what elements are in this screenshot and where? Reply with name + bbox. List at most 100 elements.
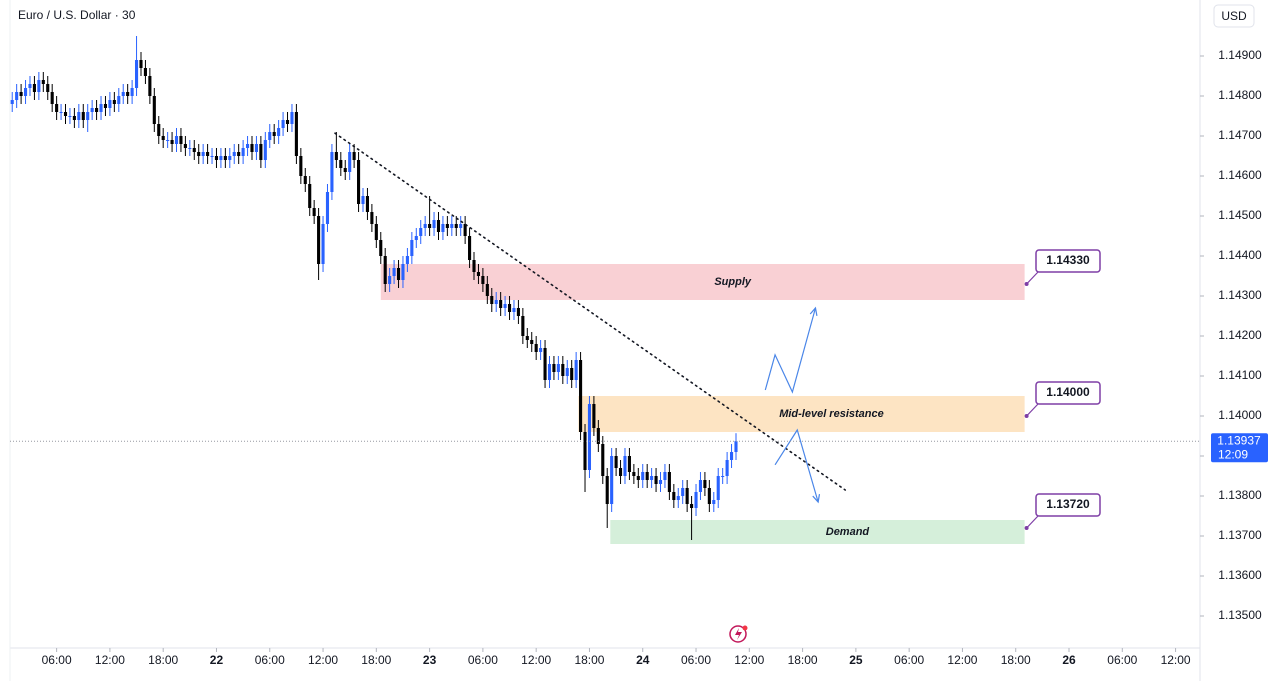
candle-body: [703, 480, 707, 488]
candle-body: [570, 368, 574, 380]
candle-body: [55, 104, 59, 112]
zones: Supply Mid-level resistance Demand: [380, 264, 1025, 544]
candle-body: [445, 224, 449, 228]
candle-body: [645, 472, 649, 480]
candle-body: [188, 148, 192, 149]
candle-body: [618, 468, 623, 476]
candle-body: [130, 88, 134, 96]
candle-body: [192, 148, 196, 152]
candle-body: [379, 240, 383, 256]
y-tick-label: 1.14900: [1218, 48, 1262, 62]
candle-body: [441, 224, 445, 232]
candle-body: [277, 128, 281, 136]
level-label: 1.14330: [1046, 253, 1090, 267]
candle-body: [214, 156, 219, 160]
candle-body: [46, 84, 50, 92]
candle-body: [587, 404, 592, 470]
candle-body: [86, 112, 90, 120]
y-tick-label: 1.14300: [1218, 288, 1262, 302]
x-tick-label: 06:00: [255, 653, 285, 667]
candle-body: [166, 140, 170, 141]
candle-body: [15, 92, 19, 100]
y-tick-label: 1.14000: [1218, 408, 1262, 422]
x-tick-label: 24: [636, 653, 650, 667]
candle-body: [468, 236, 472, 260]
icon-bolt: [735, 628, 742, 640]
level-box: [1035, 493, 1101, 517]
candle-body: [339, 160, 343, 168]
x-tick-label: 25: [849, 653, 863, 667]
candle-body: [436, 220, 441, 232]
x-tick-label: 18:00: [788, 653, 818, 667]
candle-body: [507, 304, 512, 312]
candle-body: [285, 120, 290, 124]
candle-body: [228, 156, 232, 160]
candle-body: [681, 488, 685, 496]
candle-body: [299, 156, 303, 176]
candle-body: [534, 344, 538, 352]
candle-body: [490, 296, 494, 304]
candle-body: [494, 300, 498, 304]
x-tick-label: 12:00: [734, 653, 764, 667]
x-tick-label: 06:00: [42, 653, 72, 667]
candle-body: [388, 276, 392, 284]
candle-body: [263, 140, 267, 160]
currency-button[interactable]: [1213, 4, 1255, 28]
candle-body: [530, 340, 534, 344]
y-tick-label: 1.14700: [1218, 128, 1262, 142]
candle-body: [672, 492, 676, 500]
candle-body: [428, 224, 432, 228]
candle-body: [663, 472, 667, 480]
x-tick-label: 06:00: [681, 653, 711, 667]
level-label: 1.14000: [1046, 385, 1090, 399]
projection-arrow: [774, 428, 819, 503]
candle-body: [419, 228, 423, 236]
candle-body: [10, 100, 14, 104]
candle-body: [272, 132, 276, 136]
candle-body: [694, 492, 698, 508]
candle-body: [690, 504, 694, 508]
candle-body: [246, 144, 250, 148]
candle-body: [81, 112, 85, 120]
candle-body: [365, 196, 369, 212]
candle-body: [450, 224, 454, 228]
candle-body: [334, 152, 338, 160]
countdown: 12:09: [1218, 447, 1248, 461]
x-tick-label: 18:00: [574, 653, 604, 667]
candle-body: [503, 304, 507, 308]
candle-body: [601, 444, 605, 476]
y-tick-label: 1.14200: [1218, 328, 1262, 342]
x-tick-label: 12:00: [95, 653, 125, 667]
candle-body: [50, 92, 54, 104]
alert-icon[interactable]: [729, 625, 748, 643]
level-connector: [1026, 403, 1039, 417]
last-price-label: 1.13937: [1217, 433, 1261, 447]
level-box: [1035, 249, 1101, 273]
y-tick-label: 1.14500: [1218, 208, 1262, 222]
candle-body: [68, 116, 72, 117]
candle-body: [410, 240, 414, 256]
y-tick-label: 1.13800: [1218, 488, 1262, 502]
candle-body: [72, 116, 76, 120]
zone-label: Supply: [714, 276, 752, 288]
candle-body: [525, 336, 529, 340]
candle-body: [547, 364, 552, 380]
candle-body: [374, 224, 378, 240]
candle-body: [161, 136, 165, 140]
candle-body: [543, 348, 547, 380]
candle-body: [423, 224, 427, 228]
x-tick-label: 18:00: [148, 653, 178, 667]
candle-body: [623, 456, 627, 476]
candle-body: [459, 224, 463, 228]
candle-body: [59, 112, 63, 113]
candle-body: [294, 112, 298, 156]
candle-body: [583, 432, 587, 470]
candle-body: [414, 236, 418, 240]
candle-body: [143, 68, 147, 76]
candle-body: [325, 192, 330, 224]
candle-body: [41, 80, 45, 84]
candle-body: [565, 368, 569, 376]
x-tick-label: 18:00: [361, 653, 391, 667]
y-tick-label: 1.13700: [1218, 528, 1262, 542]
